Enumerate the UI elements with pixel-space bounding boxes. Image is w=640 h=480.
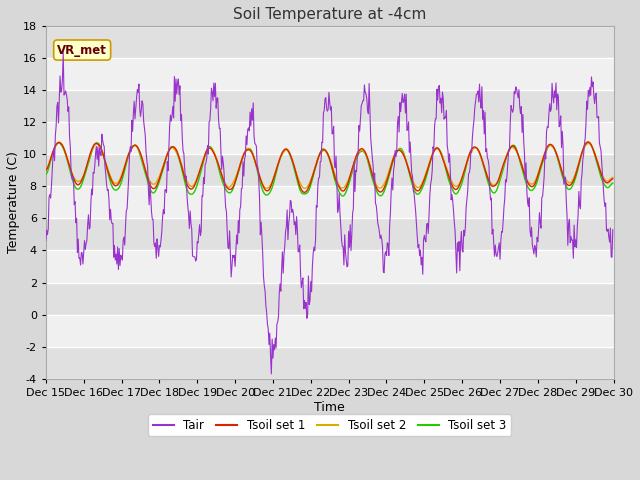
Bar bbox=[46, 186, 614, 218]
Bar bbox=[46, 315, 614, 347]
Title: Soil Temperature at -4cm: Soil Temperature at -4cm bbox=[233, 7, 426, 22]
Bar bbox=[46, 90, 614, 122]
Bar bbox=[46, 58, 614, 90]
Bar bbox=[46, 347, 614, 379]
Y-axis label: Temperature (C): Temperature (C) bbox=[7, 151, 20, 253]
Bar bbox=[46, 218, 614, 251]
Bar bbox=[46, 26, 614, 58]
Bar bbox=[46, 154, 614, 186]
Text: VR_met: VR_met bbox=[57, 44, 107, 57]
Bar bbox=[46, 251, 614, 283]
Bar bbox=[46, 283, 614, 315]
Legend: Tair, Tsoil set 1, Tsoil set 2, Tsoil set 3: Tair, Tsoil set 1, Tsoil set 2, Tsoil se… bbox=[148, 414, 511, 436]
Bar bbox=[46, 122, 614, 154]
X-axis label: Time: Time bbox=[314, 401, 345, 414]
